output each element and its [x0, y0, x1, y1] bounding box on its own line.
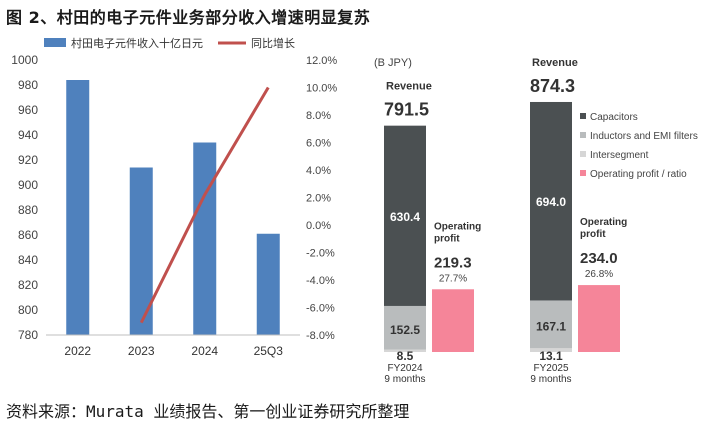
figure-title: 图 2、村田的电子元件业务部分收入增速明显复苏 [6, 8, 371, 27]
y2-tick-label: -6.0% [306, 303, 335, 315]
x-tick-label: 2022 [64, 344, 91, 358]
operating-profit-label: Operating [580, 217, 627, 228]
revenue-bar [193, 142, 217, 335]
left-combo-chart: 村田电子元件收入十亿日元 同比增长 780 800 820 840 860 880 900 920… [11, 36, 337, 358]
operating-profit-bar [578, 285, 620, 352]
inductors-segment [530, 300, 572, 349]
source-note: 资料来源：Murata 业绩报告、第一创业证券研究所整理 [6, 402, 410, 421]
operating-profit-value: 234.0 [580, 250, 618, 267]
y2-tick-label: -4.0% [306, 275, 335, 287]
intersegment-value: 8.5 [397, 349, 414, 363]
legend-swatch [580, 132, 586, 138]
y2-tick-label: -2.0% [306, 248, 335, 260]
operating-profit-label: profit [434, 233, 460, 244]
inductors-value: 167.1 [536, 319, 566, 333]
legend-label: Operating profit / ratio [590, 169, 687, 180]
revenue-total: 791.5 [384, 100, 429, 120]
x-tick-label: 2023 [128, 344, 155, 358]
y-tick-label: 900 [18, 178, 38, 192]
y-tick-label: 1000 [11, 53, 38, 67]
operating-profit-label: profit [580, 229, 606, 240]
capacitors-value: 694.0 [536, 195, 566, 209]
y-tick-label: 840 [18, 253, 38, 267]
x-category-label: FY2024 [387, 363, 422, 374]
revenue-bar [66, 80, 90, 335]
y-tick-label: 920 [18, 153, 38, 167]
legend-label-revenue: 村田电子元件收入十亿日元 [71, 36, 203, 50]
x-category-label: 9 months [384, 374, 425, 384]
right-stacked-chart: (B JPY)630.4152.58.5Revenue791.5FY20249 … [374, 57, 698, 384]
revenue-label: Revenue [532, 57, 578, 69]
capacitors-value: 630.4 [390, 210, 420, 224]
y2-tick-label: -8.0% [306, 330, 335, 342]
y-tick-label: 820 [18, 278, 38, 292]
y2-tick-label: 12.0% [306, 55, 337, 67]
inductors-segment [384, 305, 426, 350]
revenue-label: Revenue [386, 81, 432, 93]
legend-swatch [580, 113, 586, 119]
y2-tick-label: 8.0% [306, 110, 331, 122]
capacitors-segment [384, 125, 426, 306]
revenue-total: 874.3 [530, 76, 575, 96]
revenue-bar [129, 167, 153, 335]
operating-profit-value: 219.3 [434, 254, 472, 271]
capacitors-segment [530, 101, 572, 301]
y-tick-label: 860 [18, 228, 38, 242]
y-tick-label: 960 [18, 103, 38, 117]
legend-label: Intersegment [590, 150, 649, 161]
x-tick-label: 25Q3 [254, 344, 284, 358]
yoy-line [139, 86, 270, 324]
operating-margin-label: 26.8% [585, 269, 613, 280]
revenue-bar [256, 233, 280, 335]
y2-tick-label: 4.0% [306, 165, 331, 177]
y-tick-label: 880 [18, 203, 38, 217]
operating-margin-label: 27.7% [439, 273, 467, 284]
y-tick-label: 800 [18, 303, 38, 317]
x-tick-label: 2024 [191, 344, 218, 358]
x-category-label: 9 months [530, 374, 571, 384]
operating-profit-label: Operating [434, 221, 481, 232]
y2-tick-label: 2.0% [306, 193, 331, 205]
y2-tick-label: 10.0% [306, 83, 337, 95]
intersegment-segment [384, 349, 426, 352]
unit-label: (B JPY) [374, 57, 412, 69]
legend-swatch-revenue [44, 38, 66, 47]
x-category-label: FY2025 [533, 363, 568, 374]
legend-label: Capacitors [590, 112, 638, 123]
y2-tick-label: 6.0% [306, 138, 331, 150]
operating-profit-bar [432, 289, 474, 352]
y2-tick-label: 0.0% [306, 220, 331, 232]
y-tick-label: 780 [18, 328, 38, 342]
y-tick-label: 980 [18, 78, 38, 92]
legend-label: Inductors and EMI filters [590, 131, 698, 142]
legend-swatch [580, 151, 586, 157]
inductors-value: 152.5 [390, 323, 420, 337]
legend-swatch [580, 170, 586, 176]
intersegment-segment [530, 348, 572, 352]
y-tick-label: 940 [18, 128, 38, 142]
legend-label-yoy: 同比增长 [251, 36, 295, 50]
intersegment-value: 13.1 [539, 349, 563, 363]
